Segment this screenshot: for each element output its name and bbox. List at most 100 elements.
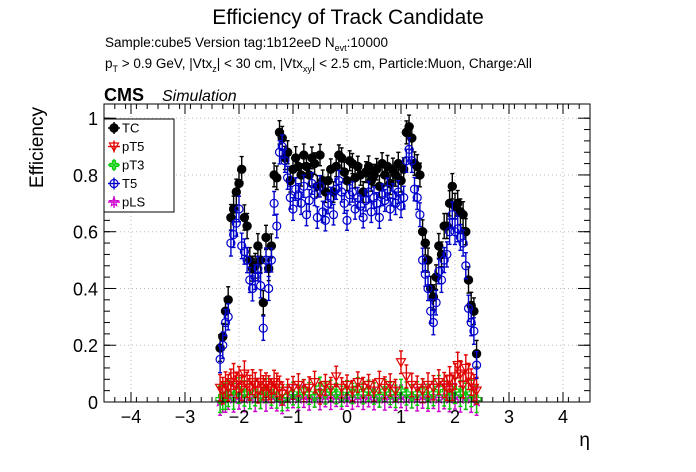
- data-point-pT5: [395, 358, 407, 368]
- data-point-T5: [272, 221, 282, 231]
- data-point-TC: [315, 150, 325, 160]
- data-point-pT5: [357, 383, 369, 394]
- data-point-T5: [261, 255, 271, 265]
- legend-label: pT3: [122, 158, 144, 173]
- data-point-pT5: [298, 386, 310, 397]
- data-point-T5: [312, 212, 322, 223]
- legend-item-pLS: pLS: [108, 195, 145, 210]
- data-point-TC: [336, 153, 347, 163]
- data-point-T5: [420, 269, 430, 279]
- cms-label: CMS: [104, 85, 144, 105]
- data-point-T5: [353, 193, 363, 203]
- data-point-TC: [372, 164, 382, 174]
- data-point-T5: [283, 173, 293, 183]
- y-tick-label: 0.2: [73, 336, 98, 356]
- data-point-TC: [393, 158, 403, 169]
- data-point-T5: [274, 147, 285, 157]
- x-tick-label: −1: [283, 407, 304, 427]
- data-point-T5: [266, 255, 276, 265]
- series-TC: [215, 114, 482, 368]
- data-point-pT3: [390, 391, 401, 402]
- data-point-T5: [350, 204, 360, 214]
- data-point-T5: [431, 298, 441, 308]
- data-point-T5: [455, 232, 465, 242]
- data-point-pT3: [336, 391, 347, 402]
- data-point-T5: [423, 283, 433, 294]
- x-axis-label: η: [579, 430, 590, 451]
- y-axis-label: Efficiency: [27, 107, 48, 188]
- data-points: [214, 114, 483, 417]
- series-T5: [215, 134, 482, 380]
- data-point-T5: [366, 207, 376, 217]
- data-point-T5: [442, 249, 452, 260]
- data-point-pT5: [379, 383, 391, 394]
- data-point-T5: [428, 317, 438, 328]
- data-point-TC: [458, 209, 468, 220]
- x-tick-label: 0: [342, 407, 352, 427]
- data-point-T5: [218, 340, 228, 350]
- data-point-pT5: [352, 378, 364, 388]
- data-point-T5: [399, 193, 409, 203]
- data-point-T5: [288, 204, 298, 214]
- data-point-T5: [463, 303, 474, 313]
- y-tick-label: 0.6: [73, 223, 98, 243]
- data-point-pT3: [309, 391, 320, 402]
- data-point-T5: [242, 255, 252, 265]
- data-point-T5: [250, 272, 260, 282]
- data-point-TC: [420, 238, 430, 248]
- data-point-T5: [358, 212, 368, 223]
- y-tick-label: 0.4: [73, 279, 98, 299]
- data-point-T5: [247, 283, 258, 294]
- data-point-T5: [439, 255, 449, 265]
- series-pT5: [214, 350, 483, 406]
- data-point-pT5: [287, 383, 299, 394]
- x-tick-label: 4: [558, 407, 568, 427]
- data-point-T5: [355, 201, 366, 211]
- y-tick-label: 1: [88, 109, 98, 129]
- legend-marker-T5: [109, 178, 119, 189]
- data-point-pT5: [406, 380, 418, 391]
- data-point-T5: [345, 190, 355, 200]
- x-tick-label: −4: [121, 407, 142, 427]
- data-point-pT5: [282, 386, 294, 397]
- data-point-T5: [409, 184, 420, 194]
- y-tick-label: 0: [88, 393, 98, 413]
- data-point-pT5: [384, 380, 396, 391]
- data-point-T5: [434, 266, 444, 277]
- data-point-pT3: [374, 391, 385, 402]
- data-point-T5: [412, 193, 422, 203]
- data-point-T5: [223, 312, 233, 322]
- data-point-T5: [418, 255, 428, 265]
- simulation-label: Simulation: [162, 88, 237, 105]
- data-point-T5: [347, 187, 357, 197]
- data-point-pT5: [363, 380, 375, 391]
- legend-marker-pT3: [109, 160, 119, 170]
- data-point-pT5: [417, 386, 429, 397]
- data-point-pT5: [422, 380, 434, 391]
- data-point-T5: [293, 190, 303, 200]
- data-point-pT5: [303, 383, 315, 394]
- data-point-T5: [469, 326, 479, 336]
- legend-marker-pLS: [108, 195, 120, 207]
- data-point-pT5: [314, 389, 326, 400]
- chart-title: Efficiency of Track Candidate: [212, 6, 484, 29]
- data-point-pT5: [368, 386, 380, 397]
- x-tick-label: 1: [396, 407, 406, 427]
- data-point-T5: [472, 360, 482, 370]
- data-point-TC: [223, 295, 233, 305]
- legend-item-pT3: pT3: [108, 158, 144, 173]
- x-tick-label: 3: [504, 407, 514, 427]
- data-point-T5: [215, 354, 225, 365]
- data-point-T5: [277, 141, 287, 152]
- data-point-T5: [461, 261, 471, 271]
- legend-item-pT5: pT5: [108, 139, 144, 154]
- data-point-T5: [393, 187, 403, 197]
- data-point-T5: [229, 229, 239, 240]
- data-point-T5: [253, 264, 263, 274]
- data-point-T5: [447, 210, 457, 220]
- data-point-pT5: [341, 380, 353, 391]
- data-point-T5: [304, 195, 314, 206]
- data-point-T5: [258, 323, 268, 333]
- data-point-T5: [331, 184, 341, 194]
- data-point-T5: [396, 201, 406, 211]
